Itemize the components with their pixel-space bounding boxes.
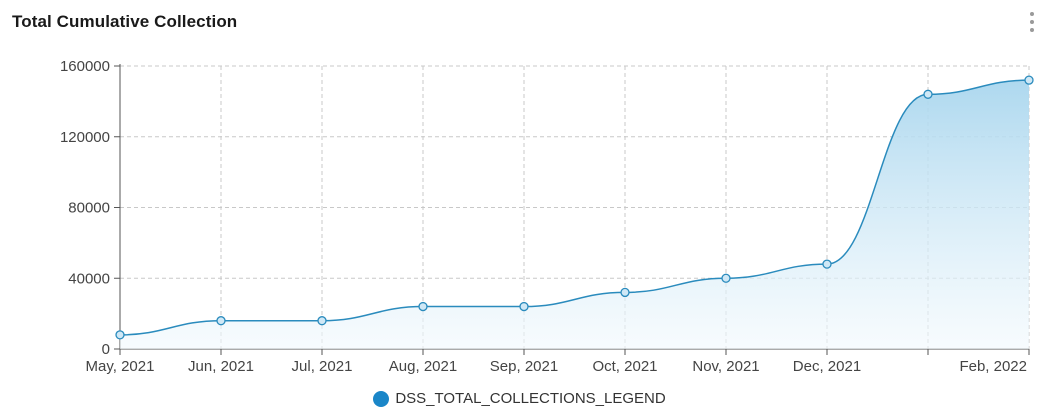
data-point[interactable] (317, 316, 327, 326)
y-tick-label: 120000 (60, 129, 110, 146)
tick-labels: 0 40000 80000 120000 160000 May, 2021 Jun, 202… (60, 58, 1027, 375)
data-point[interactable] (519, 301, 529, 312)
chart-title: Total Cumulative Collection (12, 12, 238, 31)
data-point[interactable] (115, 330, 125, 340)
y-tick-label: 80000 (68, 200, 110, 217)
x-tick-label: Aug, 2021 (389, 358, 457, 375)
data-point[interactable] (822, 259, 832, 269)
data-point[interactable] (923, 89, 933, 99)
series-line (119, 79, 1030, 336)
legend-label: DSS_TOTAL_COLLECTIONS_LEGEND (395, 390, 666, 407)
x-tick-label: Jun, 2021 (188, 358, 254, 375)
y-tick-label: 40000 (68, 270, 110, 287)
series-area (120, 80, 1029, 350)
more-vertical-icon[interactable] (1027, 10, 1037, 34)
chart-legend: DSS_TOTAL_COLLECTIONS_LEGEND (0, 390, 1039, 407)
x-tick-label: Dec, 2021 (793, 358, 861, 375)
x-tick-label: Feb, 2022 (959, 358, 1027, 375)
x-tick-label: Oct, 2021 (592, 358, 657, 375)
legend-dot-icon (373, 390, 390, 407)
x-tick-label: May, 2021 (86, 358, 155, 375)
y-tick-label: 0 (102, 341, 110, 358)
legend-item-total-collections[interactable]: DSS_TOTAL_COLLECTIONS_LEGEND (373, 390, 666, 407)
data-point[interactable] (1024, 75, 1034, 85)
data-point[interactable] (216, 316, 226, 326)
x-tick-label: Jul, 2021 (292, 358, 353, 375)
series (115, 75, 1034, 350)
data-point[interactable] (418, 301, 428, 312)
y-tick-label: 160000 (60, 58, 110, 75)
data-point[interactable] (620, 287, 630, 298)
data-point[interactable] (721, 273, 731, 283)
x-tick-label: Sep, 2021 (490, 358, 558, 375)
x-tick-label: Nov, 2021 (692, 358, 759, 375)
